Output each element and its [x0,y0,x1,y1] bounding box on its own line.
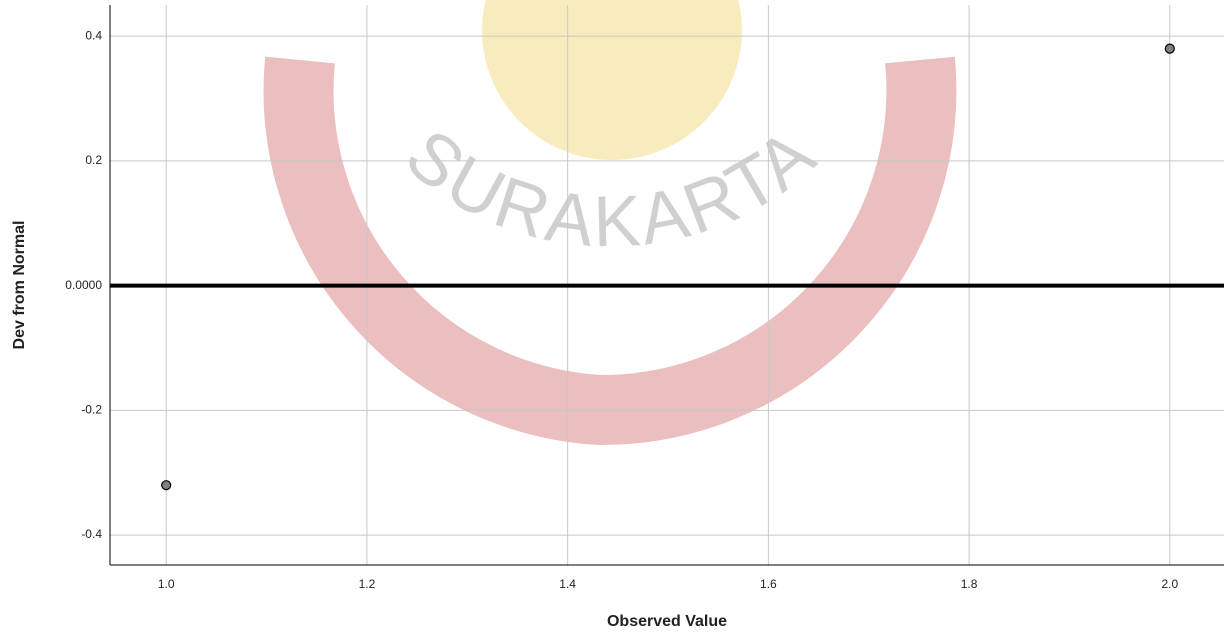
data-point [1165,44,1174,53]
x-tick-label: 1.6 [760,577,777,591]
y-tick-label: 0.0000 [65,278,102,292]
x-axis-label: Observed Value [607,613,727,630]
y-tick-label: -0.4 [81,527,102,541]
x-tick-label: 1.2 [359,577,376,591]
y-tick-label: -0.2 [81,403,102,417]
page: SURAKARTA Dev from Normal Observed Value… [0,0,1224,636]
watermark-emblem [482,0,742,160]
x-tick-label: 2.0 [1161,577,1178,591]
x-tick-label: 1.0 [158,577,175,591]
x-tick-label: 1.8 [961,577,978,591]
y-tick-label: 0.4 [85,28,102,42]
y-axis-label: Dev from Normal [11,221,28,350]
data-point [162,481,171,490]
y-tick-label: 0.2 [85,153,102,167]
chart: SURAKARTA Dev from Normal Observed Value… [0,0,1224,636]
x-tick-label: 1.4 [559,577,576,591]
